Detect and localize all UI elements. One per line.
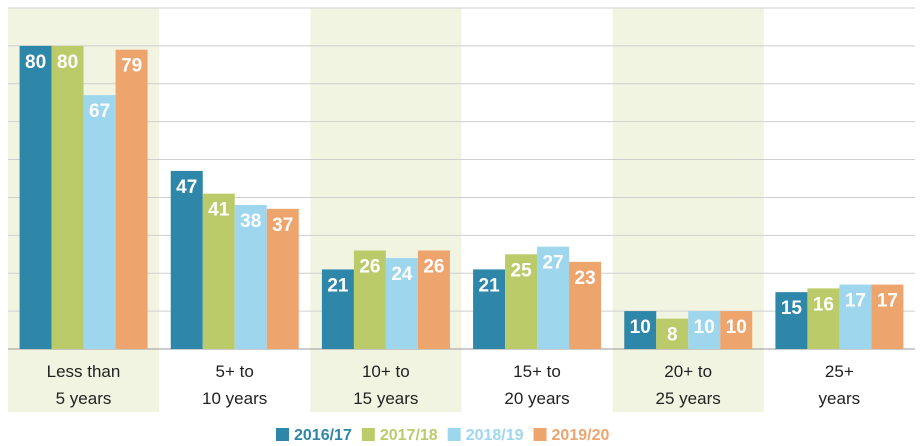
value-label: 67 [89,101,110,122]
bar [321,269,354,349]
bar [505,254,538,349]
bar [624,311,657,349]
bar [115,49,148,350]
value-label: 17 [845,291,866,312]
value-label: 10 [630,317,651,338]
x-tick-label: 20+ to 25 years [655,362,721,408]
bar [569,261,602,349]
x-tick-label: 5+ to 10 years [202,362,268,408]
bar [688,311,721,349]
value-label: 27 [543,253,564,274]
bar [537,246,570,349]
legend-label: 2017/18 [380,427,438,444]
value-label: 37 [272,215,293,236]
x-tick-label: 15+ to 20 years [504,362,570,408]
bar [807,288,840,349]
value-label: 24 [391,264,413,285]
bar [83,95,116,350]
value-label: 10 [694,317,715,338]
value-label: 47 [176,177,197,198]
x-tick-label: 10+ to 15 years [353,362,419,408]
legend-label: 2019/20 [552,427,610,444]
x-tick-label: 25+ years [818,362,861,408]
band-shade [612,8,764,412]
bar [234,205,267,349]
legend-swatch [533,428,547,441]
value-label: 26 [423,256,444,277]
bar [170,170,203,349]
bar [266,208,299,349]
bar [385,258,418,349]
value-label: 80 [25,52,46,73]
value-label: 79 [121,56,142,77]
bar [720,311,753,349]
value-label: 25 [511,260,533,281]
value-label: 10 [726,317,747,338]
bar [473,269,506,349]
value-label: 41 [208,200,230,221]
value-label: 80 [57,52,78,73]
value-label: 26 [359,256,380,277]
value-label: 15 [781,298,803,319]
legend-label: 2018/19 [466,427,524,444]
legend-swatch [447,428,461,441]
bar [19,45,52,350]
value-label: 16 [813,294,834,315]
legend-swatch [361,428,375,441]
value-label: 8 [667,325,678,346]
value-label: 23 [575,268,596,289]
bar [839,284,872,349]
bar [353,250,386,349]
legend-swatch [276,428,289,441]
bar [417,250,450,349]
bar [871,284,904,349]
band-shade [310,8,462,412]
legend-label: 2016/17 [294,427,352,444]
bar [202,193,235,349]
value-label: 17 [877,291,898,312]
x-tick-label: Less than 5 years [46,362,121,408]
value-label: 38 [240,211,261,232]
bar [656,318,689,349]
value-label: 21 [327,275,349,296]
value-label: 21 [479,275,501,296]
bar [51,45,84,350]
bar [775,292,808,349]
